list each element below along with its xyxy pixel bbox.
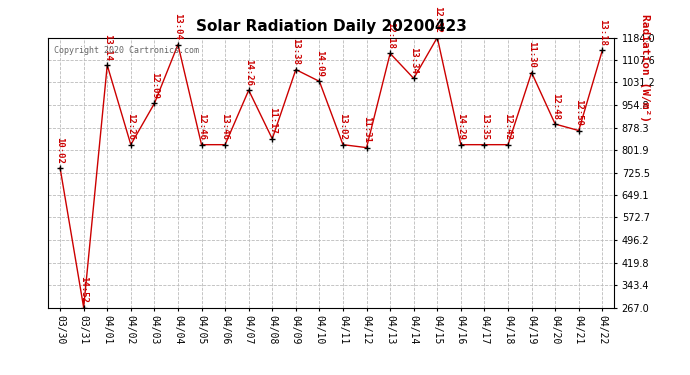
Text: 14:09: 14:09 — [315, 50, 324, 77]
Text: 11:30: 11:30 — [527, 41, 536, 68]
Text: 13:14: 13:14 — [103, 34, 112, 61]
Text: 13:46: 13:46 — [221, 113, 230, 140]
Text: 12:32: 12:32 — [433, 6, 442, 33]
Text: 14:26: 14:26 — [244, 59, 253, 86]
Text: 14:52: 14:52 — [79, 276, 88, 303]
Text: 12:50: 12:50 — [574, 99, 583, 126]
Text: 13:35: 13:35 — [480, 113, 489, 140]
Text: 12:42: 12:42 — [504, 113, 513, 140]
Text: 11:17: 11:17 — [268, 108, 277, 134]
Text: 13:38: 13:38 — [291, 38, 300, 65]
Text: Radiation (W/m²): Radiation (W/m²) — [640, 13, 650, 122]
Text: 12:46: 12:46 — [197, 113, 206, 140]
Text: 13:18: 13:18 — [598, 19, 607, 46]
Text: 13:04: 13:04 — [173, 13, 182, 40]
Text: Copyright 2020 Cartronics.com: Copyright 2020 Cartronics.com — [54, 46, 199, 55]
Text: 12:18: 12:18 — [386, 22, 395, 49]
Text: 12:48: 12:48 — [551, 93, 560, 120]
Text: 11:31: 11:31 — [362, 116, 371, 143]
Text: 13:34: 13:34 — [409, 47, 418, 74]
Text: 13:02: 13:02 — [339, 113, 348, 140]
Text: 10:02: 10:02 — [56, 136, 65, 164]
Text: 14:29: 14:29 — [456, 113, 465, 140]
Text: 12:26: 12:26 — [126, 113, 135, 140]
Text: 12:09: 12:09 — [150, 72, 159, 99]
Title: Solar Radiation Daily 20200423: Solar Radiation Daily 20200423 — [196, 18, 466, 33]
